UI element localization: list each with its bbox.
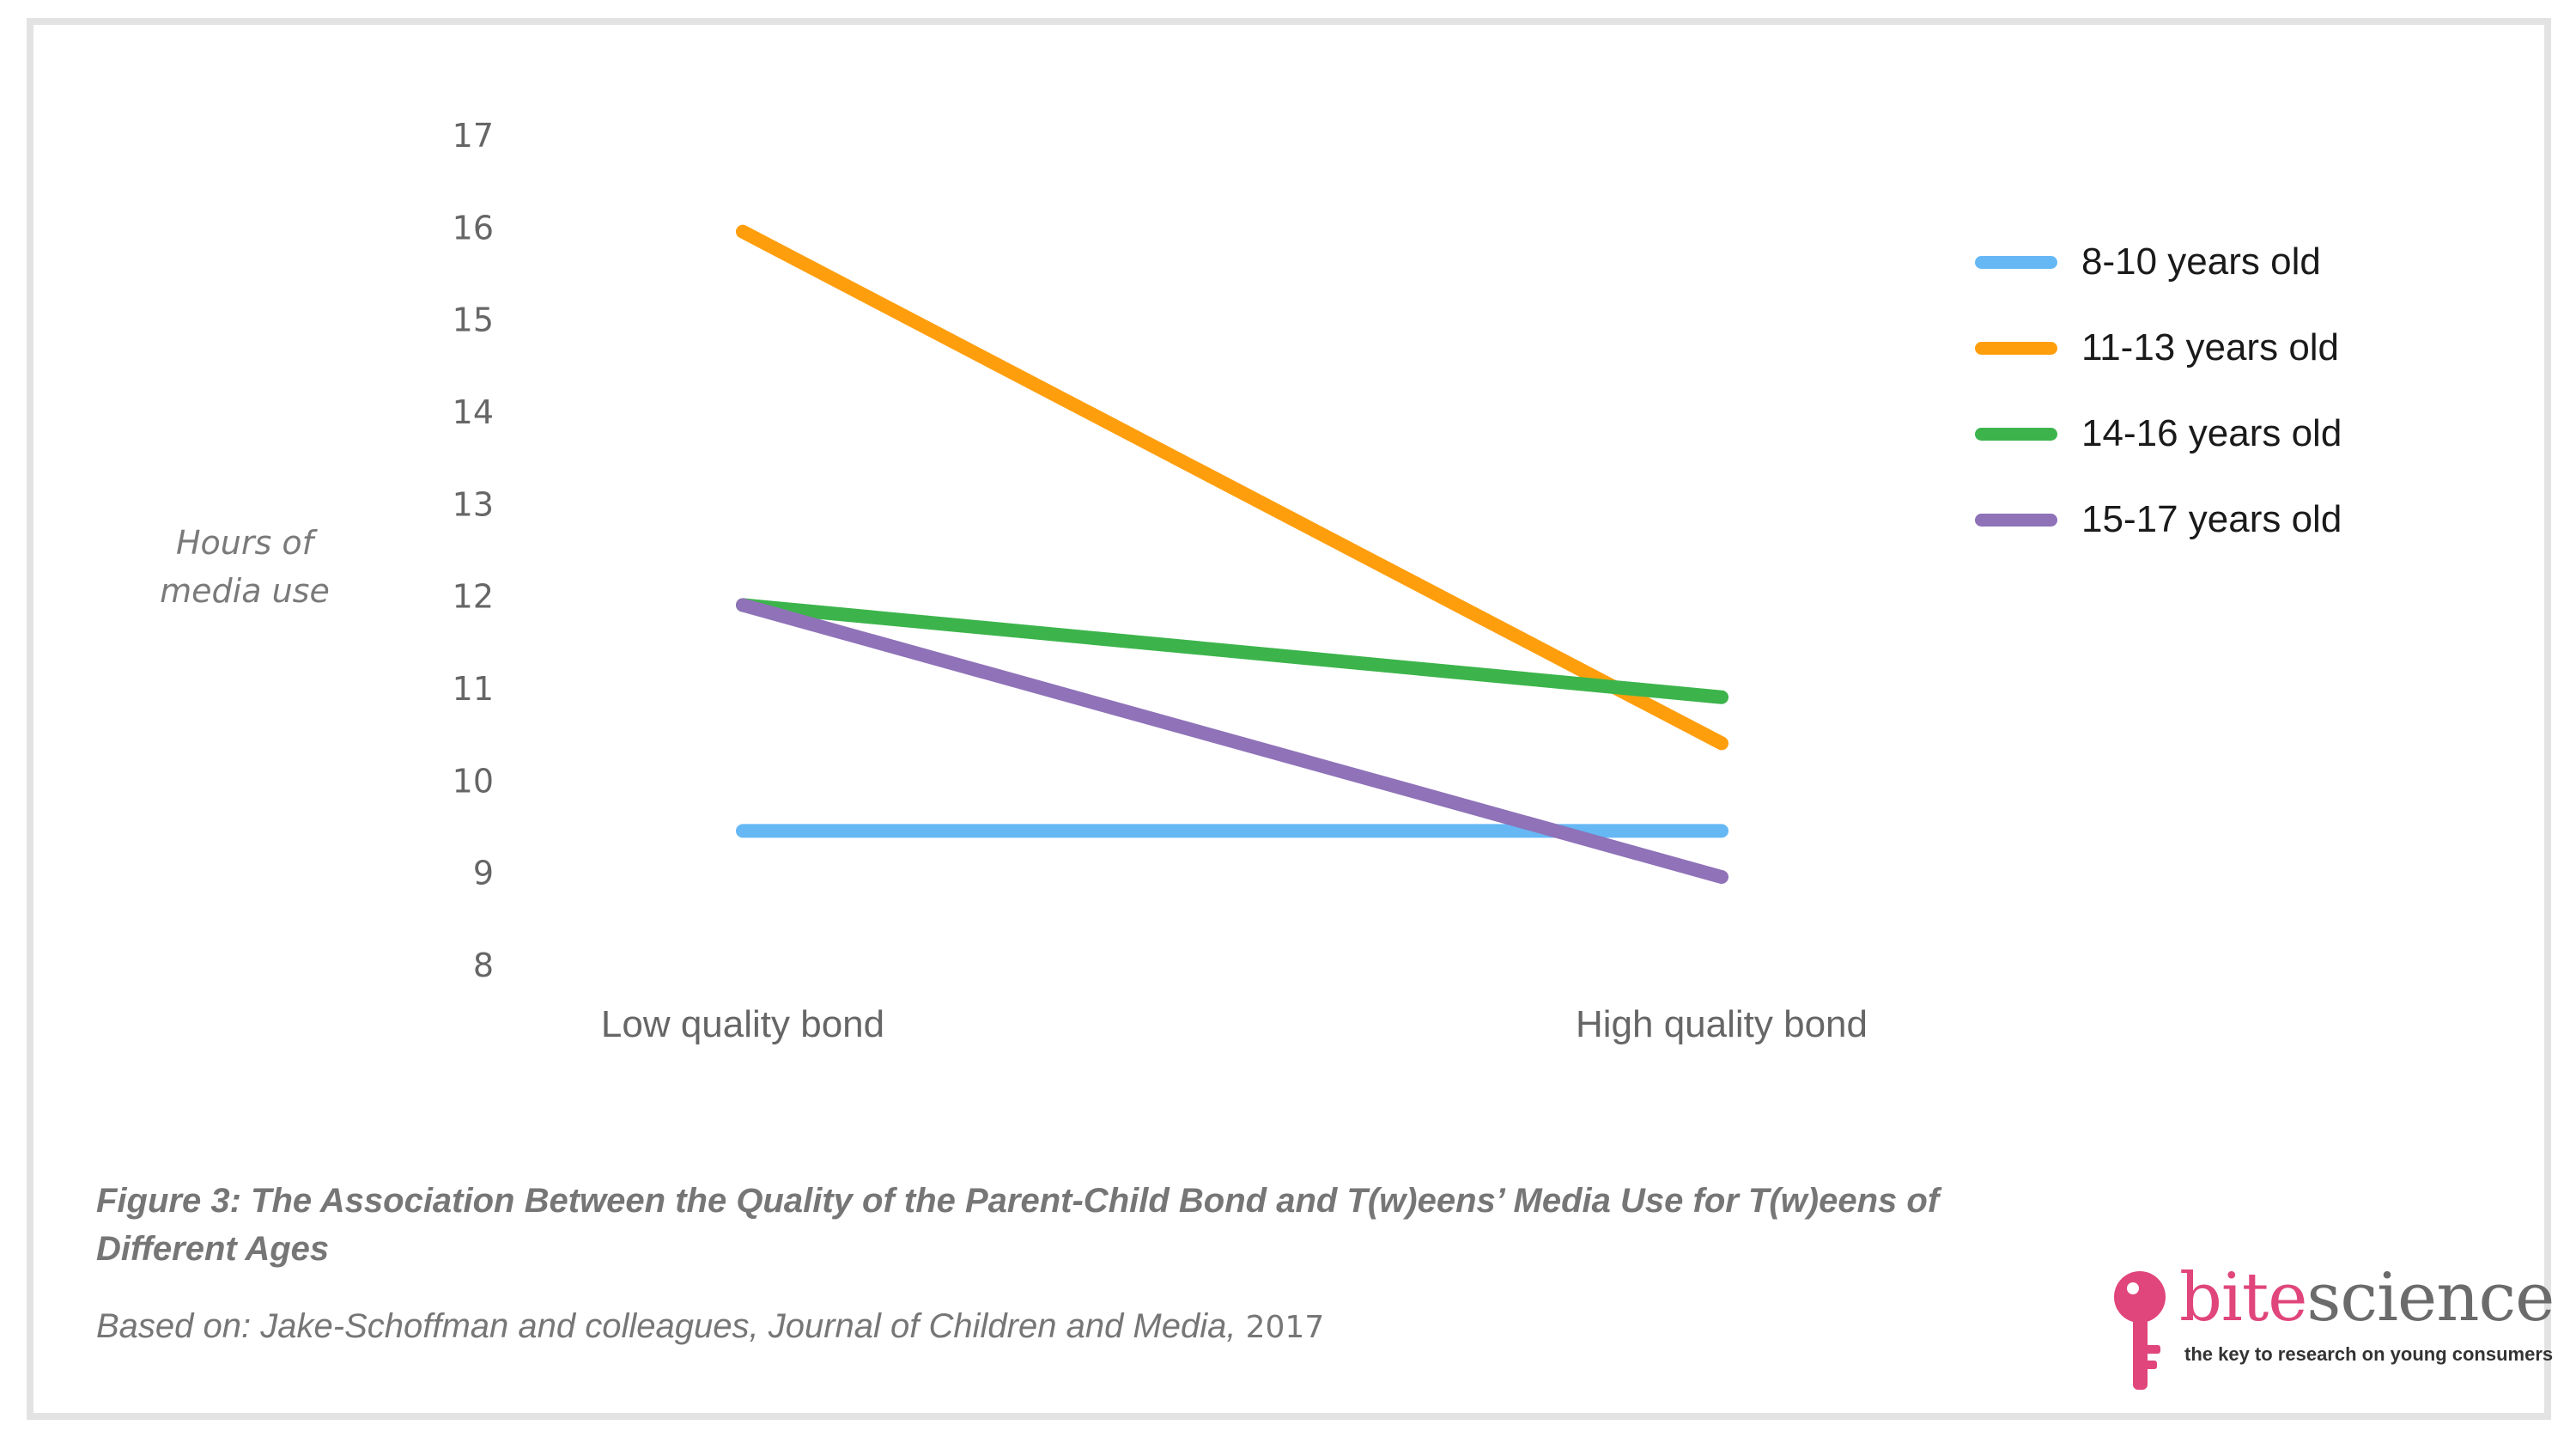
y-tick-label: 9 bbox=[473, 855, 494, 892]
series-line-4 bbox=[736, 598, 1728, 885]
legend-label: 15-17 years old bbox=[2081, 498, 2342, 540]
y-tick-label: 14 bbox=[453, 393, 494, 431]
y-tick-label: 17 bbox=[453, 117, 494, 155]
y-tick-label: 12 bbox=[453, 578, 494, 616]
source-text: Based on: Jake-Schoffman and colleagues,… bbox=[96, 1307, 1236, 1345]
source-citation: Based on: Jake-Schoffman and colleagues,… bbox=[96, 1307, 1324, 1346]
legend-label: 8-10 years old bbox=[2081, 240, 2321, 283]
series-line-2 bbox=[736, 224, 1728, 751]
legend-label: 14-16 years old bbox=[2081, 412, 2342, 454]
y-tick-label: 15 bbox=[453, 301, 494, 339]
series-lines bbox=[736, 224, 1728, 885]
legend: 8-10 years old 11-13 years old 14-16 years… bbox=[1975, 219, 2342, 563]
x-axis-ticks: Low quality bond High quality bond bbox=[601, 1003, 1868, 1045]
y-axis-ticks: 8 9 10 11 12 13 14 15 16 17 bbox=[453, 117, 494, 984]
y-tick-label: 16 bbox=[453, 209, 494, 247]
legend-swatch bbox=[1975, 341, 2057, 355]
series-line-3 bbox=[736, 598, 1728, 704]
x-tick-label: High quality bond bbox=[1576, 1003, 1868, 1045]
logo-word-science: science bbox=[2306, 1259, 2555, 1336]
legend-item: 8-10 years old bbox=[1975, 219, 2342, 305]
legend-item: 15-17 years old bbox=[1975, 477, 2342, 563]
y-tick-label: 10 bbox=[453, 762, 494, 800]
key-icon bbox=[2114, 1271, 2166, 1390]
figure-frame bbox=[27, 18, 2551, 1420]
legend-swatch bbox=[1975, 427, 2057, 441]
legend-swatch bbox=[1975, 513, 2057, 527]
legend-swatch bbox=[1975, 255, 2057, 269]
y-tick-label: 13 bbox=[453, 485, 494, 523]
logo-tagline: the key to research on young consumers bbox=[2184, 1343, 2554, 1365]
x-tick-label: Low quality bond bbox=[601, 1003, 884, 1045]
source-year: 2017 bbox=[1245, 1310, 1325, 1345]
logo-wordmark: bitescience bbox=[2179, 1259, 2555, 1336]
legend-item: 14-16 years old bbox=[1975, 391, 2342, 477]
legend-item: 11-13 years old bbox=[1975, 305, 2342, 391]
logo-word-bite: bite bbox=[2179, 1259, 2307, 1336]
y-tick-label: 11 bbox=[453, 670, 494, 708]
y-axis-title: Hours of media use bbox=[160, 524, 330, 610]
y-tick-label: 8 bbox=[473, 947, 494, 984]
legend-label: 11-13 years old bbox=[2081, 326, 2340, 368]
figure-caption: Figure 3: The Association Between the Qu… bbox=[96, 1182, 1940, 1268]
bitescience-logo: bitescience the key to research on young… bbox=[2112, 1259, 2555, 1393]
